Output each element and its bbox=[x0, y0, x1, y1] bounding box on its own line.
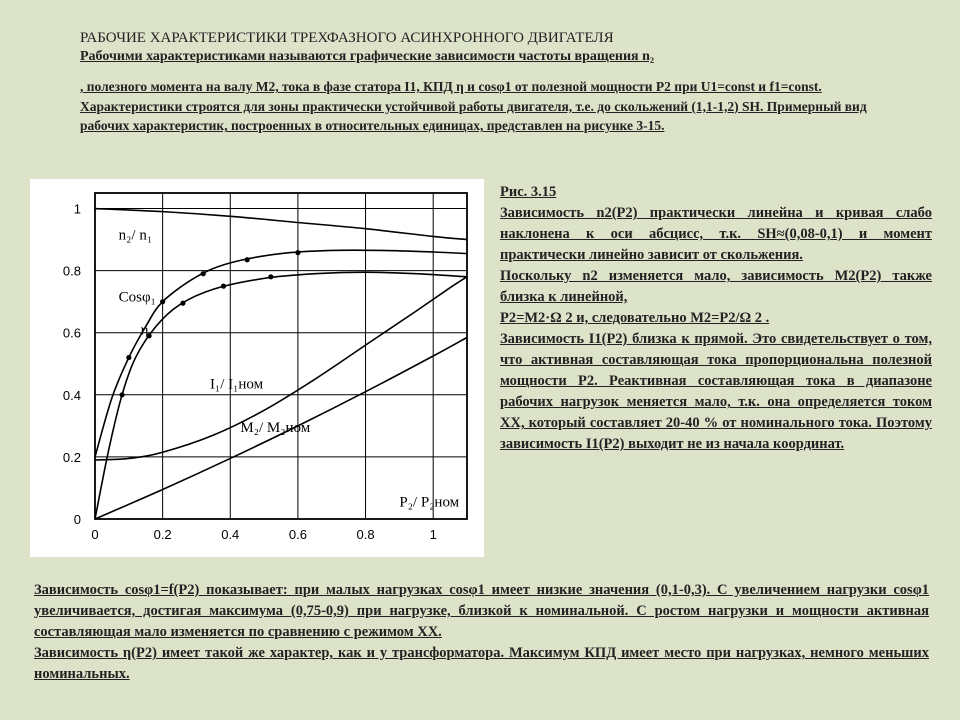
svg-text:0.4: 0.4 bbox=[221, 527, 239, 542]
svg-text:0: 0 bbox=[74, 512, 81, 527]
svg-text:0.8: 0.8 bbox=[63, 264, 81, 279]
svg-text:0.8: 0.8 bbox=[357, 527, 375, 542]
svg-text:0.4: 0.4 bbox=[63, 388, 81, 403]
svg-text:n₂/ n₁: n₂/ n₁ bbox=[119, 228, 152, 244]
chart-figure: 0 0.2 0.4 0.6 0.8 1 0 0.2 0.4 0.6 0.8 1 P₂/ P₂ном n₂/… bbox=[30, 179, 484, 557]
svg-text:Cosφ₁: Cosφ₁ bbox=[119, 290, 156, 306]
svg-text:M₂/ M₂ном: M₂/ M₂ном bbox=[240, 420, 310, 436]
right-p3: Р2=М2·Ω 2 и, следовательно М2=Р2/Ω 2 . bbox=[500, 310, 769, 326]
right-caption: Рис. 3.15 Зависимость n2(P2) практически… bbox=[500, 182, 932, 455]
bottom-p2: Зависимость η(Р2) имеет такой же характе… bbox=[34, 645, 929, 682]
doc-subtitle: Рабочими характеристиками называются гра… bbox=[80, 48, 900, 67]
right-p4: Зависимость I1(P2) близка к прямой. Это … bbox=[500, 331, 932, 452]
svg-text:0.6: 0.6 bbox=[289, 527, 307, 542]
bottom-paragraphs: Зависимость cosφ1=f(P2) показывает: при … bbox=[34, 580, 929, 685]
right-p2: Поскольку n2 изменяется мало, зависимост… bbox=[500, 268, 932, 305]
fig-number: Рис. 3.15 bbox=[500, 184, 556, 200]
header-block: РАБОЧИЕ ХАРАКТЕРИСТИКИ ТРЕХФАЗНОГО АСИНХ… bbox=[80, 28, 900, 136]
bottom-p1: Зависимость cosφ1=f(P2) показывает: при … bbox=[34, 582, 929, 640]
svg-text:P₂/ P₂ном: P₂/ P₂ном bbox=[399, 495, 459, 511]
svg-text:0: 0 bbox=[91, 527, 98, 542]
right-p1: Зависимость n2(P2) практически линейна и… bbox=[500, 205, 932, 263]
svg-text:I₁/ I₁ном: I₁/ I₁ном bbox=[210, 377, 264, 393]
page: РАБОЧИЕ ХАРАКТЕРИСТИКИ ТРЕХФАЗНОГО АСИНХ… bbox=[0, 0, 960, 720]
doc-title: РАБОЧИЕ ХАРАКТЕРИСТИКИ ТРЕХФАЗНОГО АСИНХ… bbox=[80, 28, 900, 48]
svg-text:0.2: 0.2 bbox=[154, 527, 172, 542]
svg-text:0.2: 0.2 bbox=[63, 450, 81, 465]
svg-text:0.6: 0.6 bbox=[63, 326, 81, 341]
svg-text:1: 1 bbox=[430, 527, 437, 542]
svg-text:η: η bbox=[141, 322, 149, 338]
intro-paragraph: , полезного момента на валу М2, тока в ф… bbox=[80, 77, 900, 136]
svg-text:1: 1 bbox=[74, 202, 81, 217]
chart-svg: 0 0.2 0.4 0.6 0.8 1 0 0.2 0.4 0.6 0.8 1 P₂/ P₂ном n₂/… bbox=[30, 179, 484, 557]
